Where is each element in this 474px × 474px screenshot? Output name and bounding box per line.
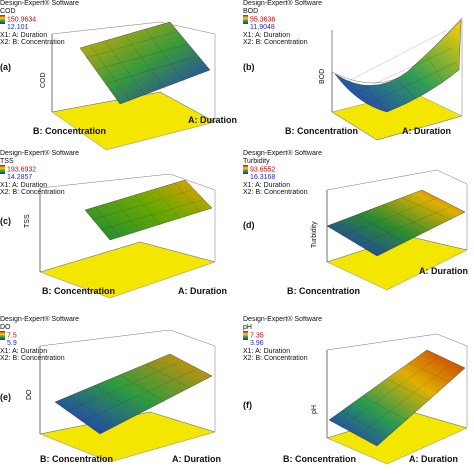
factor-x2: X2: B: Concentration xyxy=(0,39,65,46)
x-axis-label-d: A: Duration xyxy=(419,266,468,276)
panel-e: Design-Expert® Software DO 7.5 5.9 X1: A… xyxy=(0,316,237,474)
software-title: Design-Expert® Software xyxy=(0,150,80,157)
factor-x1: X1: A: Duration xyxy=(243,347,291,355)
response-low: 16.3168 xyxy=(250,174,276,181)
x-axis-label-f: A: Duration xyxy=(409,454,458,464)
legend-e: Design-Expert® Software DO 7.5 5.9 X1: A… xyxy=(0,316,79,363)
z-axis-label-d: Turbidity xyxy=(311,221,318,248)
y-axis-label-c: B: Concentration xyxy=(42,286,115,296)
surface-plot-e xyxy=(39,329,216,463)
x-axis-label-e: A: Duration xyxy=(172,454,221,464)
colorbar xyxy=(0,165,5,174)
response-name: BOD xyxy=(243,7,259,15)
response-name: COD xyxy=(0,7,16,15)
response-high: 7.35 xyxy=(250,332,264,340)
colorbar xyxy=(0,331,5,340)
software-title: Design-Expert® Software xyxy=(243,0,323,7)
z-axis-label-f: pH xyxy=(311,405,318,414)
surface-plot-c xyxy=(39,173,216,299)
factor-x2: X2: B: Concentration xyxy=(0,355,65,362)
panel-f: Design-Expert® Software pH 7.35 3.96 X1:… xyxy=(237,316,474,474)
z-axis-label-e: DO xyxy=(26,389,33,401)
legend-d: Design-Expert® Software Turbidity 93.655… xyxy=(243,150,322,197)
response-low: 14.2857 xyxy=(7,174,33,181)
response-high: 150.9634 xyxy=(7,16,37,24)
response-high: 7.5 xyxy=(7,332,17,340)
y-axis-label-b: B: Concentration xyxy=(285,126,358,136)
response-high: 93.6552 xyxy=(250,166,276,174)
factor-x2: X2: B: Concentration xyxy=(243,39,308,46)
colorbar xyxy=(0,15,5,24)
surface-plot-f xyxy=(326,333,468,465)
y-axis-label-a: B: Concentration xyxy=(33,126,106,136)
x-axis-label-a: A: Duration xyxy=(188,115,237,125)
surface-plot-a xyxy=(51,21,216,151)
surface-plot-b xyxy=(331,17,463,141)
colorbar xyxy=(243,165,248,174)
response-name: pH xyxy=(243,323,252,331)
panel-a: Design-Expert® Software COD 150.9634 12.… xyxy=(0,0,237,158)
factor-x1: X1: A: Duration xyxy=(0,181,48,189)
panel-b: Design-Expert® Software BOD 55.3636 11.9… xyxy=(237,0,474,158)
factor-x1: X1: A: Duration xyxy=(0,31,48,39)
panel-label-f: (f) xyxy=(243,400,252,410)
z-axis-label-b: BOD xyxy=(319,68,326,84)
software-title: Design-Expert® Software xyxy=(243,316,323,323)
response-high: 55.3636 xyxy=(250,16,276,24)
response-high: 193.6932 xyxy=(7,166,37,174)
panel-label-d: (d) xyxy=(243,220,255,230)
y-axis-label-f: B: Concentration xyxy=(283,454,356,464)
colorbar xyxy=(243,331,248,340)
software-title: Design-Expert® Software xyxy=(0,316,80,323)
panel-label-b: (b) xyxy=(243,62,255,72)
panel-d: Design-Expert® Software Turbidity 93.655… xyxy=(237,150,474,308)
legend-a: Design-Expert® Software COD 150.9634 12.… xyxy=(0,0,79,47)
factor-x1: X1: A: Duration xyxy=(243,181,291,189)
panel-label-a: (a) xyxy=(0,62,11,72)
response-name: TSS xyxy=(0,157,14,165)
response-low: 11.9048 xyxy=(250,24,275,31)
z-axis-label-a: COD xyxy=(40,72,47,88)
legend-c: Design-Expert® Software TSS 193.6932 14.… xyxy=(0,150,79,197)
x-axis-label-c: A: Duration xyxy=(178,286,227,296)
x-axis-label-b: A: Duration xyxy=(402,126,451,136)
surface-plot-d xyxy=(326,169,468,291)
response-name: Turbidity xyxy=(243,157,270,165)
y-axis-label-e: B: Concentration xyxy=(40,454,113,464)
legend-f: Design-Expert® Software pH 7.35 3.96 X1:… xyxy=(243,316,322,363)
colorbar xyxy=(243,15,248,24)
panel-label-c: (c) xyxy=(0,216,11,226)
panel-c: Design-Expert® Software TSS 193.6932 14.… xyxy=(0,150,237,308)
factor-x2: X2: B: Concentration xyxy=(243,355,308,362)
factor-x2: X2: B: Concentration xyxy=(0,189,65,196)
legend-b: Design-Expert® Software BOD 55.3636 11.9… xyxy=(243,0,322,47)
response-low: 12.101 xyxy=(7,24,29,31)
factor-x1: X1: A: Duration xyxy=(0,347,48,355)
software-title: Design-Expert® Software xyxy=(0,0,80,7)
panel-label-e: (e) xyxy=(0,392,11,402)
software-title: Design-Expert® Software xyxy=(243,150,323,157)
response-low: 3.96 xyxy=(250,340,264,347)
factor-x2: X2: B: Concentration xyxy=(243,189,308,196)
y-axis-label-d: B: Concentration xyxy=(287,286,360,296)
response-low: 5.9 xyxy=(7,340,17,347)
response-name: DO xyxy=(0,323,11,331)
z-axis-label-c: TSS xyxy=(24,214,31,228)
factor-x1: X1: A: Duration xyxy=(243,31,291,39)
